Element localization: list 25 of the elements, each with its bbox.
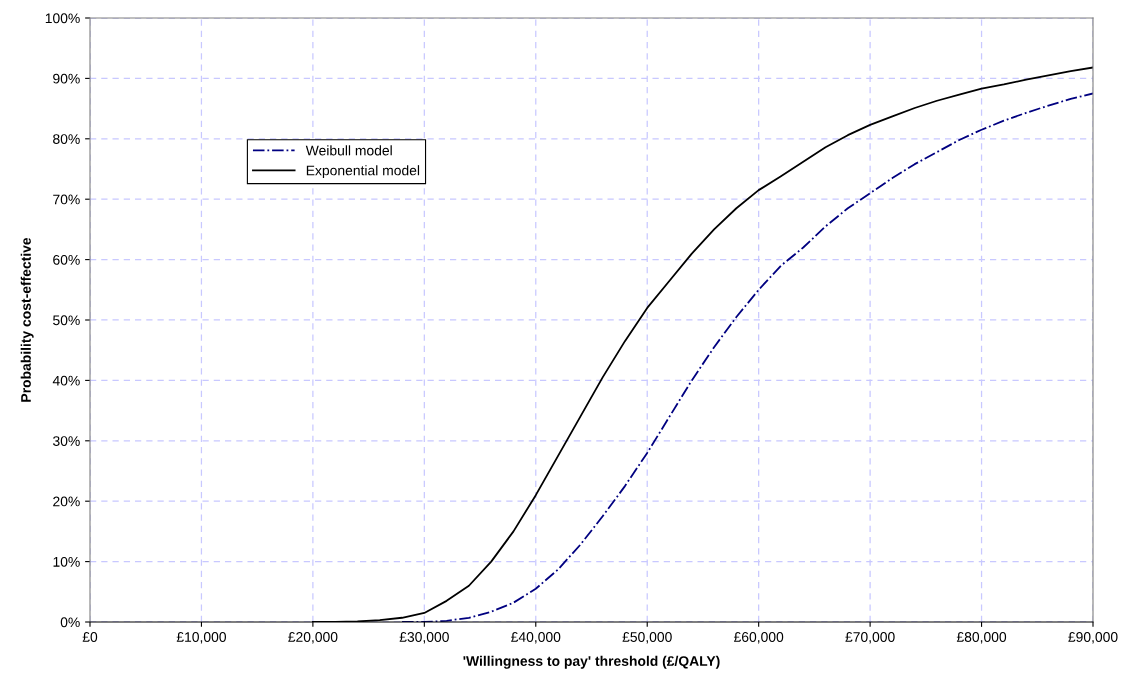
y-tick-label: 10% (53, 556, 80, 567)
y-tick-label: 30% (53, 436, 80, 446)
legend-label: Weibull model (305, 145, 392, 156)
y-tick-label: 70% (53, 194, 80, 205)
y-tick-label: 100% (45, 13, 80, 24)
y-tick-label: 40% (52, 375, 80, 386)
x-tick-label: £90,000 (1068, 632, 1118, 644)
legend-label: Exponential model (306, 165, 420, 179)
y-tick-label: 0% (60, 617, 80, 628)
x-tick-label: £20,000 (288, 632, 338, 644)
x-tick-label: £30,000 (399, 632, 449, 644)
y-tick-label: 60% (53, 254, 80, 265)
x-tick-label: £0 (82, 632, 98, 642)
x-tick-label: £50,000 (622, 632, 672, 644)
x-tick-label: £60,000 (733, 632, 784, 644)
x-tick-label: £80,000 (956, 632, 1007, 644)
y-axis-title: Probability cost-effective (20, 237, 34, 402)
x-tick-label: £70,000 (845, 632, 895, 644)
y-tick-label: 80% (53, 134, 80, 144)
y-tick-label: 90% (53, 73, 80, 84)
y-tick-label: 20% (53, 496, 80, 507)
x-tick-label: £10,000 (176, 632, 227, 644)
x-tick-label: £40,000 (511, 632, 561, 644)
x-axis-title: 'Willingness to pay' threshold (£/QALY) (463, 655, 720, 669)
y-tick-label: 50% (53, 315, 80, 326)
